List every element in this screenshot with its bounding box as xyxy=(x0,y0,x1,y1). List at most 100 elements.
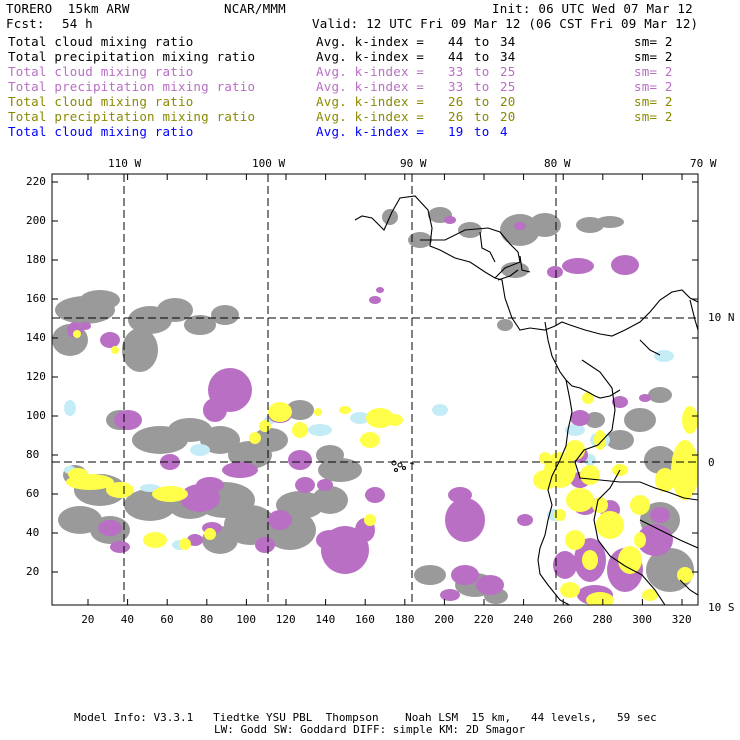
legend-to-word: to xyxy=(474,64,490,79)
yellow-blob xyxy=(539,452,551,464)
light-blue-blob xyxy=(308,424,332,436)
cloud-blob xyxy=(648,387,672,403)
yellow-blob xyxy=(560,582,580,598)
precip-blob xyxy=(376,287,384,293)
precip-blob xyxy=(288,450,312,470)
y-tick-label: 80 xyxy=(26,448,40,461)
x-tick-label: 100 xyxy=(236,613,257,626)
yellow-blob xyxy=(618,546,642,574)
cloud-blob xyxy=(414,565,446,585)
lon-label-110w: 110 W xyxy=(108,157,142,170)
cloud-blob xyxy=(497,319,513,331)
legend-kindex-from: 19 xyxy=(448,124,464,139)
precip-blob xyxy=(317,479,333,491)
plot-frame xyxy=(51,173,699,606)
precip-blob xyxy=(570,410,590,426)
yellow-blob xyxy=(634,532,646,548)
precip-blob xyxy=(110,541,130,553)
x-tick-label: 280 xyxy=(592,613,613,626)
precip-blob xyxy=(187,534,203,546)
legend-kindex-to: 25 xyxy=(500,79,516,94)
yellow-blob xyxy=(565,530,585,550)
cloud-blob xyxy=(644,446,676,474)
precip-blob xyxy=(100,332,120,348)
model-name: TORERO 15km ARW xyxy=(6,1,130,16)
yellow-blob xyxy=(73,330,81,338)
legend-smoothing: sm= 2 xyxy=(634,64,673,79)
yellow-blob xyxy=(677,567,693,583)
legend-kindex-label: Avg. k-index = xyxy=(316,109,425,124)
y-tick-label: 180 xyxy=(26,253,46,266)
yellow-blob xyxy=(630,495,650,515)
legend-field-name: Total cloud mixing ratio xyxy=(8,64,194,79)
x-tick-label: 40 xyxy=(120,613,135,626)
precip-blob xyxy=(612,396,628,408)
precip-blob xyxy=(562,258,594,274)
yellow-blob xyxy=(682,406,698,434)
x-tick-label: 140 xyxy=(315,613,336,626)
precip-blob xyxy=(448,487,472,503)
field-layer xyxy=(52,195,698,605)
lat-label-10n: 10 N xyxy=(708,311,735,324)
precip-blob xyxy=(203,398,227,422)
legend-field-name: Total cloud mixing ratio xyxy=(8,34,194,49)
init-time: Init: 06 UTC Wed 07 Mar 12 xyxy=(492,1,693,16)
legend-kindex-from: 33 xyxy=(448,64,464,79)
yellow-blob xyxy=(592,497,608,513)
legend-smoothing: sm= 2 xyxy=(634,49,673,64)
yellow-blob xyxy=(292,422,308,438)
precip-blob xyxy=(440,589,460,601)
yellow-blob xyxy=(339,406,351,414)
yellow-blob xyxy=(594,430,606,450)
y-tick-label: 140 xyxy=(26,331,46,344)
legend-to-word: to xyxy=(474,94,490,109)
legend-kindex-label: Avg. k-index = xyxy=(316,94,425,109)
x-tick-label: 200 xyxy=(434,613,455,626)
yellow-blob xyxy=(582,550,598,570)
yellow-blob xyxy=(582,392,594,404)
yellow-blob xyxy=(111,346,119,354)
yellow-blob xyxy=(655,468,675,492)
lat-label-0: 0 xyxy=(708,456,715,469)
precip-blob xyxy=(369,296,381,304)
yellow-blob xyxy=(580,465,600,485)
yellow-blob xyxy=(259,420,271,432)
precip-blob xyxy=(255,537,275,553)
cloud-blob xyxy=(80,290,120,310)
yellow-blob xyxy=(268,402,292,422)
precip-blob xyxy=(160,454,180,470)
cloud-blob xyxy=(585,412,605,428)
yellow-blob xyxy=(533,470,557,490)
y-tick-label: 220 xyxy=(26,175,46,188)
legend-kindex-from: 44 xyxy=(448,49,464,64)
legend-kindex-from: 44 xyxy=(448,34,464,49)
coastlines xyxy=(354,195,698,605)
precip-blob xyxy=(514,222,526,230)
x-tick-label: 300 xyxy=(632,613,653,626)
cloud-blob xyxy=(312,486,348,514)
precip-blob xyxy=(451,565,479,585)
legend-to-word: to xyxy=(474,124,490,139)
y-tick-label: 120 xyxy=(26,370,46,383)
cloud-blob xyxy=(200,426,240,454)
y-tick-label: 100 xyxy=(26,409,46,422)
precip-blob xyxy=(365,487,385,503)
cloud-blob xyxy=(596,216,624,228)
legend-to-word: to xyxy=(474,49,490,64)
legend-to-word: to xyxy=(474,34,490,49)
x-tick-label: 260 xyxy=(553,613,573,626)
legend-kindex-from: 33 xyxy=(448,79,464,94)
cloud-blob xyxy=(624,408,656,432)
legend-kindex-label: Avg. k-index = xyxy=(316,64,425,79)
legend-field-name: Total cloud mixing ratio xyxy=(8,94,194,109)
legend-kindex-label: Avg. k-index = xyxy=(316,34,425,49)
yellow-blob xyxy=(68,468,88,480)
x-tick-label: 320 xyxy=(671,613,692,626)
yellow-blob xyxy=(642,589,658,601)
cloud-blob xyxy=(606,430,634,450)
cloud-blob xyxy=(122,328,158,372)
legend-field-name: Total precipitation mixing ratio xyxy=(8,109,256,124)
legend-kindex-to: 4 xyxy=(500,124,508,139)
precip-blob xyxy=(79,322,91,330)
